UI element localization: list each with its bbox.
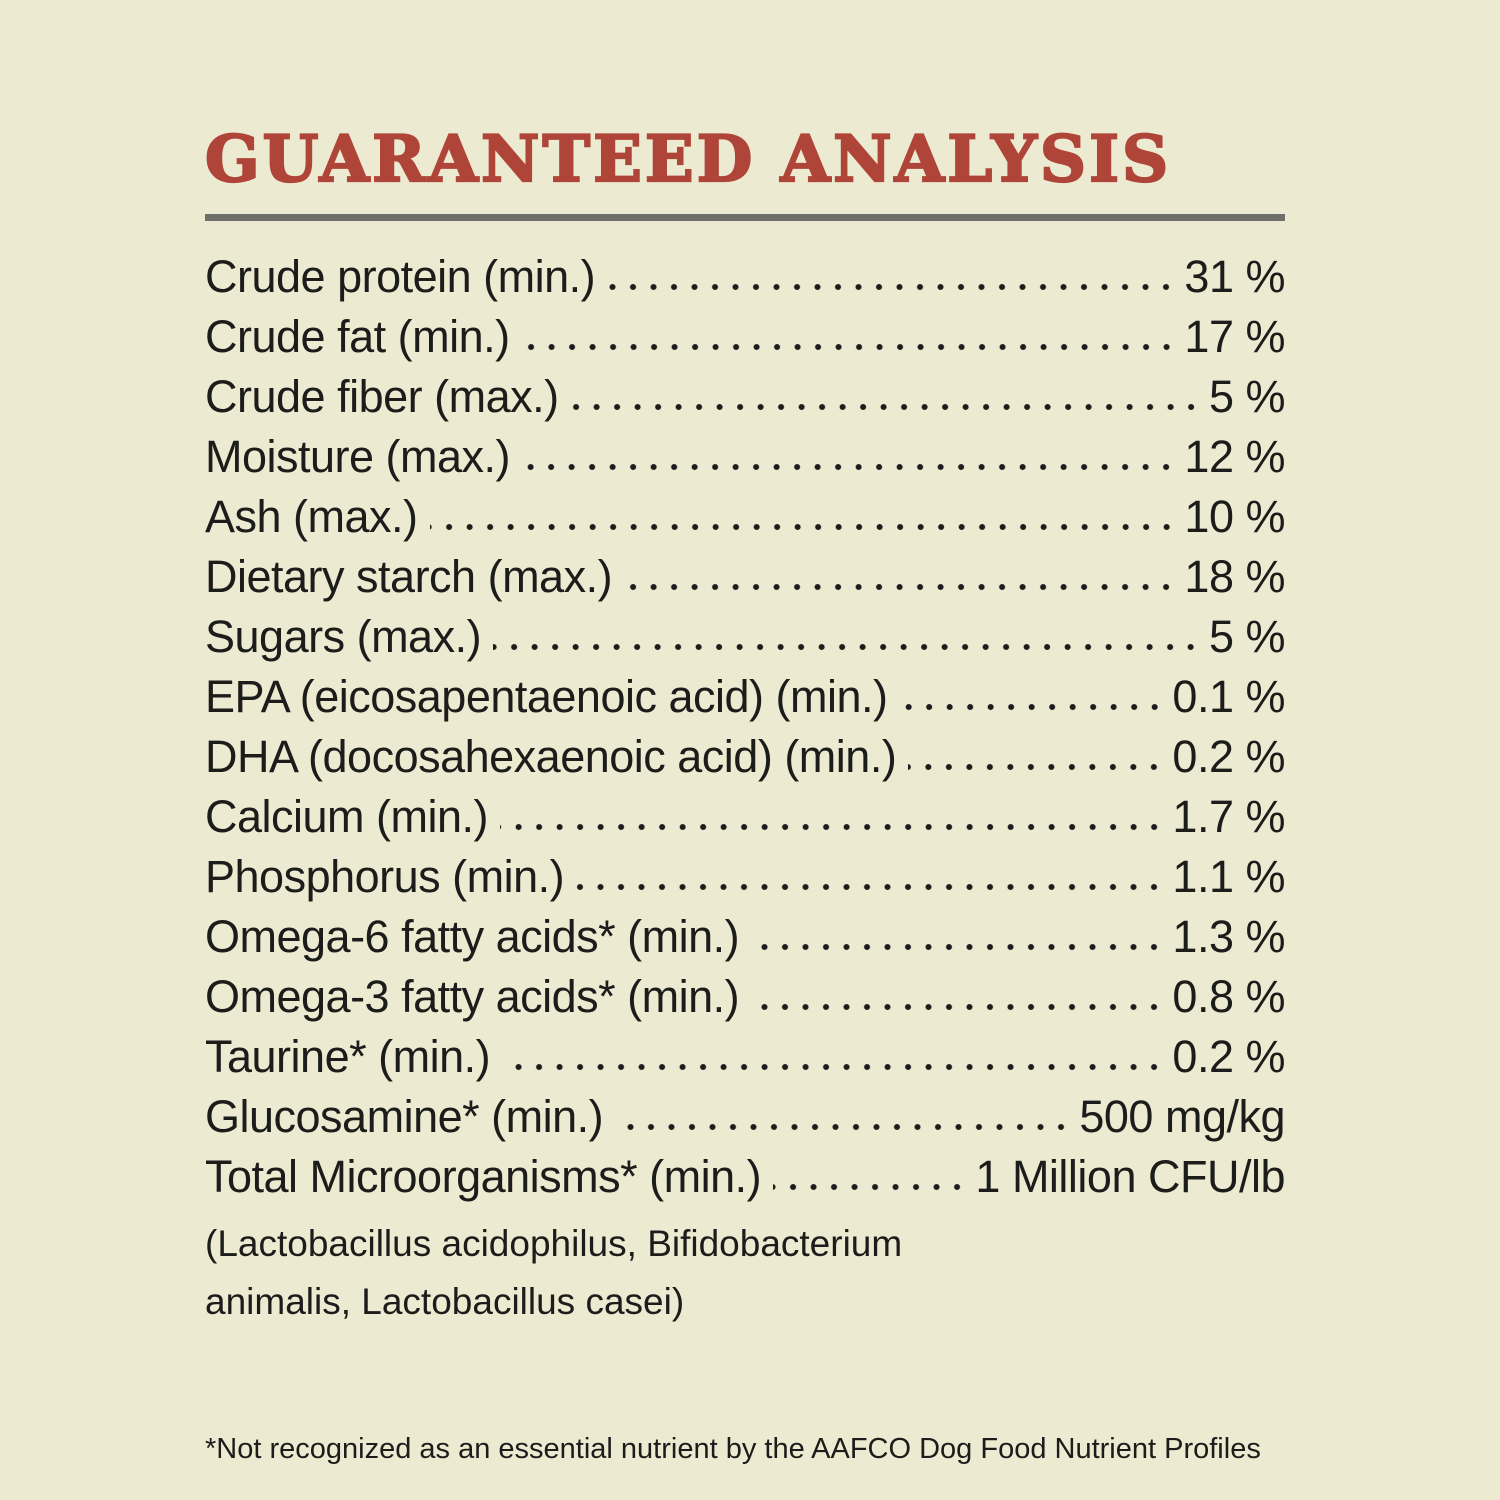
dot-leader (899, 702, 1165, 712)
nutrient-label: EPA (eicosapentaenoic acid) (min.) (205, 671, 888, 722)
nutrient-value: 1.1 % (1172, 851, 1285, 902)
nutrient-label: Ash (max.) (205, 491, 418, 542)
nutrient-value: 5 % (1208, 371, 1286, 422)
nutrient-value: 1.3 % (1172, 911, 1285, 962)
species-note-line: animalis, Lactobacillus casei) (205, 1281, 685, 1322)
nutrient-label: Omega-3 fatty acids* (min.) (205, 971, 740, 1022)
analysis-row: Moisture (max.) 12 % (205, 427, 1285, 487)
species-note-line: (Lactobacillus acidophilus, Bifidobacter… (205, 1223, 903, 1264)
nutrient-label: Crude fat (min.) (205, 311, 510, 362)
dot-leader (493, 642, 1201, 652)
dot-leader (751, 942, 1165, 952)
nutrient-value: 31 % (1184, 251, 1285, 302)
nutrient-label: Omega-6 fatty acids* (min.) (205, 911, 740, 962)
dot-leader (576, 882, 1165, 892)
dot-leader (624, 582, 1177, 592)
analysis-row: Omega-6 fatty acids* (min.) 1.3 % (205, 907, 1285, 967)
dot-leader (773, 1182, 968, 1192)
nutrient-value: 500 mg/kg (1079, 1091, 1285, 1142)
analysis-row: Total Microorganisms* (min.) 1 Million CF… (205, 1147, 1285, 1207)
analysis-row: Omega-3 fatty acids* (min.) 0.8 % (205, 967, 1285, 1027)
dot-leader (502, 1062, 1165, 1072)
title-divider (205, 214, 1285, 221)
aafco-footnote: *Not recognized as an essential nutrient… (205, 1433, 1261, 1465)
dot-leader (521, 342, 1177, 352)
analysis-row: Ash (max.) 10 % (205, 487, 1285, 547)
nutrient-label: Crude fiber (max.) (205, 371, 559, 422)
dot-leader (615, 1122, 1072, 1132)
nutrient-value: 0.8 % (1172, 971, 1285, 1022)
nutrient-label: DHA (docosahexaenoic acid) (min.) (205, 731, 897, 782)
nutrient-label: Taurine* (min.) (205, 1031, 491, 1082)
species-note: (Lactobacillus acidophilus, Bifidobacter… (205, 1215, 1285, 1331)
dot-leader (429, 522, 1177, 532)
nutrient-value: 0.2 % (1172, 731, 1285, 782)
nutrient-label: Sugars (max.) (205, 611, 482, 662)
analysis-row: Crude protein (min.) 31 % (205, 247, 1285, 307)
analysis-row: Phosphorus (min.) 1.1 % (205, 847, 1285, 907)
dot-leader (908, 762, 1165, 772)
dot-leader (607, 282, 1177, 292)
nutrient-label: Calcium (min.) (205, 791, 489, 842)
nutrient-label: Glucosamine* (min.) (205, 1091, 604, 1142)
nutrient-value: 18 % (1184, 551, 1285, 602)
dot-leader (522, 462, 1177, 472)
nutrient-value: 12 % (1184, 431, 1285, 482)
analysis-row: Taurine* (min.) 0.2 % (205, 1027, 1285, 1087)
dot-leader (751, 1002, 1165, 1012)
analysis-row: Crude fiber (max.) 5 % (205, 367, 1286, 427)
analysis-row: Glucosamine* (min.) 500 mg/kg (205, 1087, 1285, 1147)
dot-leader (570, 402, 1201, 412)
nutrient-value: 1 Million CFU/lb (975, 1151, 1285, 1202)
analysis-row: DHA (docosahexaenoic acid) (min.) 0.2 % (205, 727, 1285, 787)
nutrient-label: Total Microorganisms* (min.) (205, 1151, 762, 1202)
nutrient-value: 1.7 % (1172, 791, 1285, 842)
page-title: GUARANTEED ANALYSIS (204, 121, 1172, 198)
nutrient-label: Phosphorus (min.) (205, 851, 565, 902)
analysis-row: EPA (eicosapentaenoic acid) (min.) 0.1 % (205, 667, 1285, 727)
nutrient-label: Moisture (max.) (205, 431, 511, 482)
dot-leader (500, 822, 1165, 832)
analysis-row: Calcium (min.) 1.7 % (205, 787, 1285, 847)
nutrient-value: 5 % (1208, 611, 1286, 662)
analysis-table: Crude protein (min.) 31 % Crude fat (min.)… (205, 247, 1286, 1207)
analysis-row: Sugars (max.) 5 % (205, 607, 1286, 667)
nutrient-label: Crude protein (min.) (205, 251, 596, 302)
nutrient-value: 10 % (1184, 491, 1285, 542)
nutrient-value: 0.2 % (1172, 1031, 1285, 1082)
nutrient-value: 0.1 % (1172, 671, 1285, 722)
nutrient-label: Dietary starch (max.) (205, 551, 613, 602)
analysis-row: Dietary starch (max.) 18 % (205, 547, 1285, 607)
nutrient-value: 17 % (1184, 311, 1285, 362)
analysis-row: Crude fat (min.) 17 % (205, 307, 1285, 367)
